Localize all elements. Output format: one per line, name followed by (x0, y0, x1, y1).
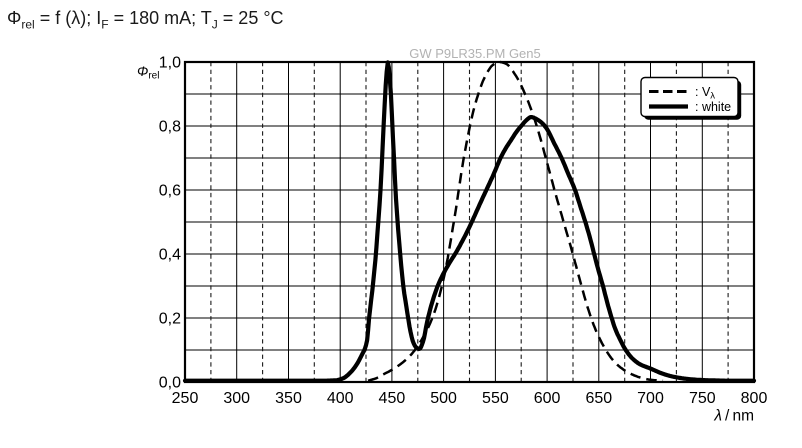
svg-text:: Vλ: : Vλ (695, 85, 715, 102)
svg-text:250: 250 (172, 390, 199, 407)
svg-text:450: 450 (379, 390, 406, 407)
svg-text:750: 750 (689, 390, 716, 407)
svg-text:Φrel: Φrel (137, 64, 159, 82)
svg-text:GW P9LR35.PM Gen5: GW P9LR35.PM Gen5 (409, 46, 541, 61)
svg-text:800: 800 (741, 390, 768, 407)
svg-text:700: 700 (637, 390, 664, 407)
svg-text:λ / nm: λ / nm (713, 408, 754, 425)
svg-text:600: 600 (534, 390, 561, 407)
svg-text:0,4: 0,4 (159, 247, 181, 264)
svg-text:0,2: 0,2 (159, 311, 181, 328)
svg-text:0,0: 0,0 (159, 375, 181, 392)
svg-text:300: 300 (223, 390, 250, 407)
svg-text:: white: : white (695, 100, 731, 114)
svg-text:350: 350 (275, 390, 302, 407)
svg-text:500: 500 (430, 390, 457, 407)
svg-text:0,6: 0,6 (159, 183, 181, 200)
svg-text:650: 650 (585, 390, 612, 407)
svg-text:550: 550 (482, 390, 509, 407)
svg-text:1,0: 1,0 (159, 55, 181, 72)
svg-text:400: 400 (327, 390, 354, 407)
svg-text:0,8: 0,8 (159, 119, 181, 136)
